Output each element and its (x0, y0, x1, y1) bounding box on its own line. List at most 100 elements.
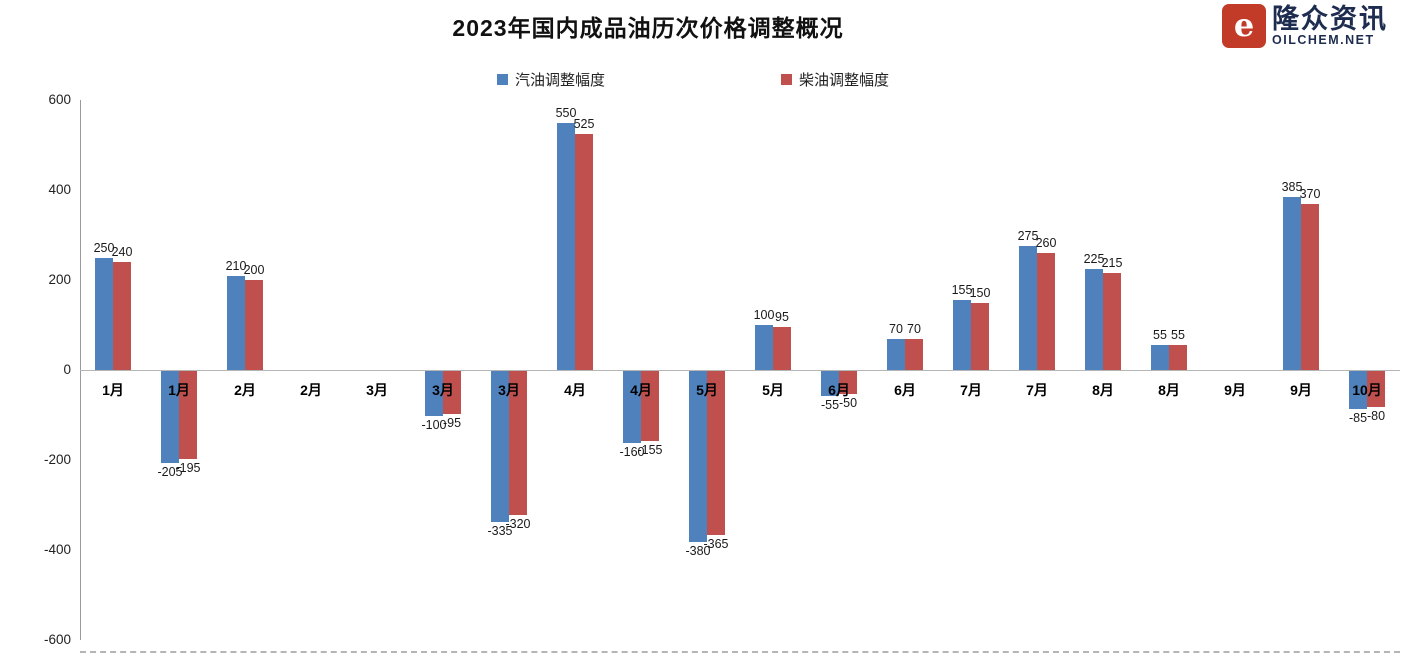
oilchem-logo: e 隆众资讯 OILCHEM.NET (1222, 4, 1388, 48)
bar-value-label: -335 (487, 523, 513, 538)
bar-value-label: 155 (951, 283, 973, 298)
bar-gasoline-3 (227, 275, 245, 370)
bar-diesel-7 (509, 371, 527, 515)
bar-value-label: 210 (225, 258, 247, 273)
y-tick-label: 400 (48, 182, 71, 197)
y-tick-label: 0 (63, 362, 71, 377)
x-axis-label: 6月 (894, 382, 916, 398)
bar-gasoline-19 (1283, 196, 1301, 370)
bar-diesel-1 (113, 262, 131, 370)
bar-diesel-9 (641, 371, 659, 441)
bar-diesel-10 (707, 371, 725, 536)
logo-glyph: e (1233, 5, 1255, 44)
bar-value-label: -85 (1348, 411, 1368, 426)
bottom-axis-ticks (80, 651, 1400, 653)
bar-value-label: -195 (175, 460, 201, 475)
diesel-swatch-icon (781, 74, 793, 85)
y-tick-label: -400 (43, 542, 71, 557)
bar-value-label: 70 (889, 321, 903, 336)
bar-diesel-3 (245, 280, 263, 370)
bar-value-label: 55 (1153, 328, 1167, 343)
y-tick-label: 600 (48, 92, 71, 107)
bar-value-label: -160 (619, 445, 645, 459)
x-axis-label: 2月 (300, 382, 322, 398)
bar-value-label: -380 (685, 544, 711, 558)
bar-diesel-20 (1367, 371, 1385, 407)
x-axis-label: 8月 (1092, 382, 1114, 398)
bar-gasoline-1 (95, 257, 113, 370)
x-axis-label: 7月 (960, 382, 982, 398)
x-axis-label: 7月 (1026, 382, 1048, 398)
bar-diesel-11 (773, 327, 791, 370)
bar-gasoline-11 (755, 325, 773, 370)
bar-gasoline-17 (1151, 345, 1169, 370)
bar-gasoline-8 (557, 122, 575, 370)
bar-gasoline-7 (491, 371, 509, 522)
bar-value-label: 550 (555, 105, 577, 120)
bar-diesel-15 (1037, 253, 1055, 370)
bar-value-label: -205 (157, 465, 183, 480)
gasoline-swatch-icon (497, 74, 508, 85)
bar-value-label: 525 (573, 116, 595, 131)
bar-value-label: -365 (703, 537, 729, 552)
bar-diesel-2 (179, 371, 197, 459)
bar-gasoline-15 (1019, 246, 1037, 370)
bar-value-label: 370 (1299, 186, 1321, 201)
x-axis-label: 10月 (1352, 382, 1382, 398)
bar-value-label: 385 (1281, 179, 1303, 194)
y-tick-label: 200 (48, 272, 71, 287)
bar-value-label: 100 (753, 308, 775, 322)
bar-diesel-17 (1169, 345, 1187, 370)
bar-value-label: 250 (93, 240, 115, 255)
chart-legend: 汽油调整幅度 柴油调整幅度 (497, 69, 889, 90)
bar-diesel-19 (1301, 203, 1319, 370)
logo-name-cn: 隆众资讯 (1272, 3, 1388, 34)
logo-domain: OILCHEM.NET (1272, 32, 1375, 47)
y-tick-label: -200 (43, 452, 71, 467)
bar-value-label: 225 (1083, 251, 1105, 266)
x-axis-label: 9月 (1224, 382, 1246, 398)
x-axis-label: 1月 (102, 382, 124, 398)
bar-value-label: 70 (907, 321, 921, 336)
bar-value-label: 275 (1017, 229, 1039, 244)
bar-diesel-6 (443, 371, 461, 414)
bar-value-label: 260 (1035, 236, 1057, 250)
bar-value-label: 55 (1171, 328, 1185, 343)
x-axis-label: 2月 (234, 382, 256, 398)
x-axis-label: 4月 (630, 382, 652, 398)
x-axis-label: 3月 (366, 382, 388, 398)
bar-gasoline-6 (425, 371, 443, 416)
bar-value-label: 215 (1101, 256, 1123, 271)
bar-diesel-12 (839, 371, 857, 394)
bar-gasoline-10 (689, 371, 707, 542)
bar-value-label: 150 (969, 285, 991, 300)
legend-item-gasoline: 汽油调整幅度 (497, 69, 605, 90)
legend-label-diesel: 柴油调整幅度 (799, 72, 890, 89)
x-axis-label: 4月 (564, 382, 586, 398)
bar-value-label: -155 (637, 442, 663, 457)
bar-value-label: -100 (421, 418, 447, 432)
bar-value-label: -80 (1366, 409, 1386, 423)
bar-diesel-14 (971, 302, 989, 370)
bar-gasoline-14 (953, 300, 971, 370)
bar-diesel-13 (905, 338, 923, 370)
bar-value-label: -55 (820, 397, 840, 412)
bar-value-label: 95 (775, 310, 789, 325)
x-axis-label: 9月 (1290, 382, 1312, 398)
bar-value-label: 200 (243, 263, 265, 277)
bar-gasoline-12 (821, 371, 839, 396)
bar-gasoline-9 (623, 371, 641, 443)
legend-label-gasoline: 汽油调整幅度 (515, 72, 606, 89)
x-axis-label: 3月 (432, 382, 454, 398)
bar-value-label: -95 (442, 415, 462, 430)
bar-value-label: -320 (505, 517, 531, 531)
legend-item-diesel: 柴油调整幅度 (781, 69, 889, 90)
x-axis-label: 8月 (1158, 382, 1180, 398)
x-axis-label: 6月 (828, 382, 850, 398)
chart-title: 2023年国内成品油历次价格调整概况 (452, 15, 844, 41)
bar-value-label: 240 (111, 245, 133, 259)
x-axis-label: 5月 (696, 382, 718, 398)
bar-value-label: -50 (838, 395, 858, 410)
bar-gasoline-2 (161, 371, 179, 464)
